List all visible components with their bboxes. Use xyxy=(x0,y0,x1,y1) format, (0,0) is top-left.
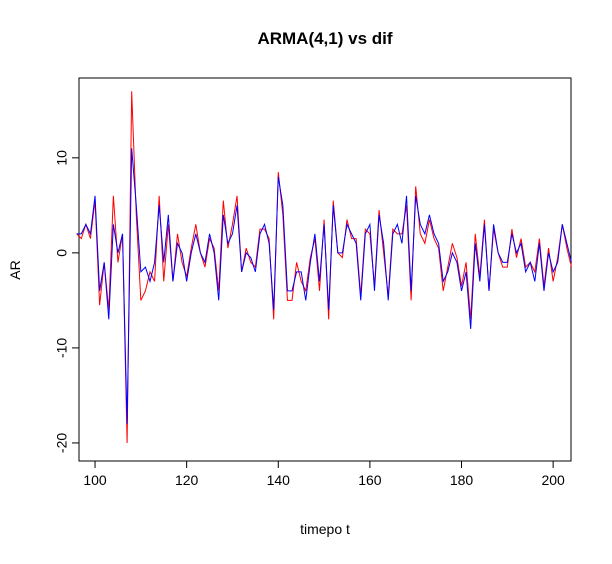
y-tick-label: -10 xyxy=(54,338,70,358)
y-tick-label: 0 xyxy=(54,249,70,257)
x-tick-label: 200 xyxy=(541,472,565,488)
y-tick-label: 10 xyxy=(54,150,70,166)
chart-title: ARMA(4,1) vs dif xyxy=(257,29,392,48)
x-tick-label: 100 xyxy=(83,472,107,488)
x-tick-label: 120 xyxy=(175,472,199,488)
y-axis-label: AR xyxy=(7,260,23,279)
x-tick-label: 160 xyxy=(358,472,382,488)
x-axis-label: timepo t xyxy=(300,521,350,537)
plot-frame xyxy=(78,77,572,462)
x-tick-label: 180 xyxy=(450,472,474,488)
series-line xyxy=(76,148,572,424)
y-tick-label: -20 xyxy=(54,433,70,453)
series-line xyxy=(76,91,572,443)
x-tick-label: 140 xyxy=(267,472,291,488)
